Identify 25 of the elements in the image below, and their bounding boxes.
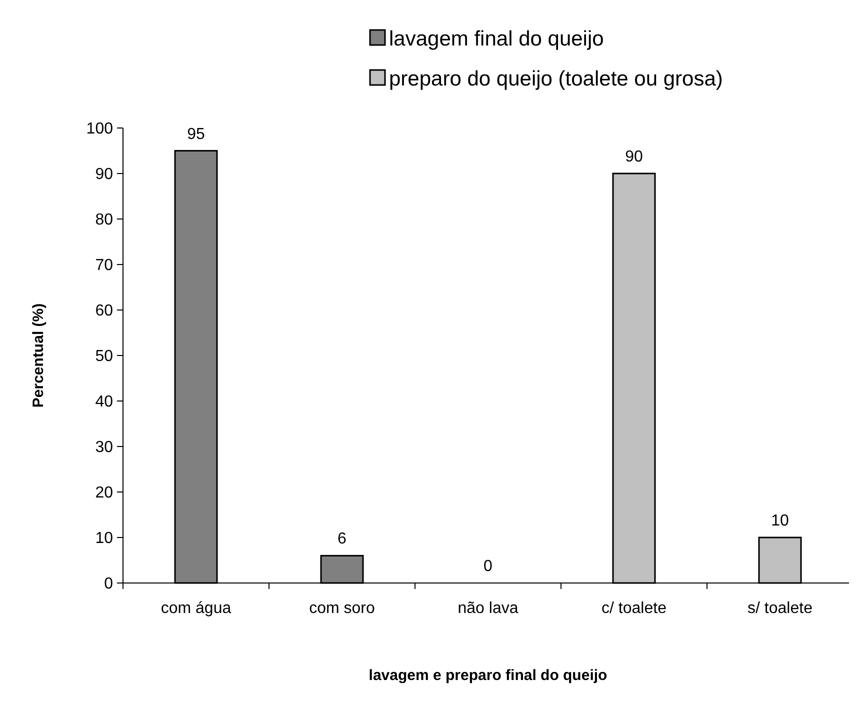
y-tick-label: 90 [95, 166, 114, 184]
x-tick-label: s/ toalete [748, 600, 813, 617]
x-tick-label: c/ toalete [602, 600, 667, 617]
y-tick-label: 0 [104, 576, 114, 593]
y-tick-label: 80 [95, 212, 114, 229]
x-tick-label: com soro [309, 600, 375, 617]
data-label: 90 [625, 148, 643, 166]
legend-label: preparo do queijo (toalete ou grosa) [389, 67, 723, 90]
y-tick-label: 30 [95, 439, 114, 456]
x-tick-label: com água [160, 600, 232, 617]
y-tick-label: 20 [95, 484, 114, 502]
y-tick-label: 50 [95, 348, 114, 366]
y-axis-title: Percentual (%) [30, 303, 47, 408]
x-tick-label: não lava [458, 600, 518, 617]
y-tick-label: 10 [95, 530, 114, 548]
y-tick-label: 100 [86, 120, 114, 138]
data-label: 10 [771, 512, 789, 530]
data-label: 95 [187, 126, 205, 143]
y-tick-label: 60 [95, 302, 114, 320]
data-label: 6 [338, 530, 347, 548]
x-axis-title: lavagem e preparo final do queijo [368, 667, 608, 684]
y-tick-label: 40 [95, 394, 114, 411]
y-tick-label: 70 [95, 257, 114, 274]
data-label: 0 [484, 558, 493, 575]
legend-label: lavagem final do queijo [389, 27, 604, 50]
